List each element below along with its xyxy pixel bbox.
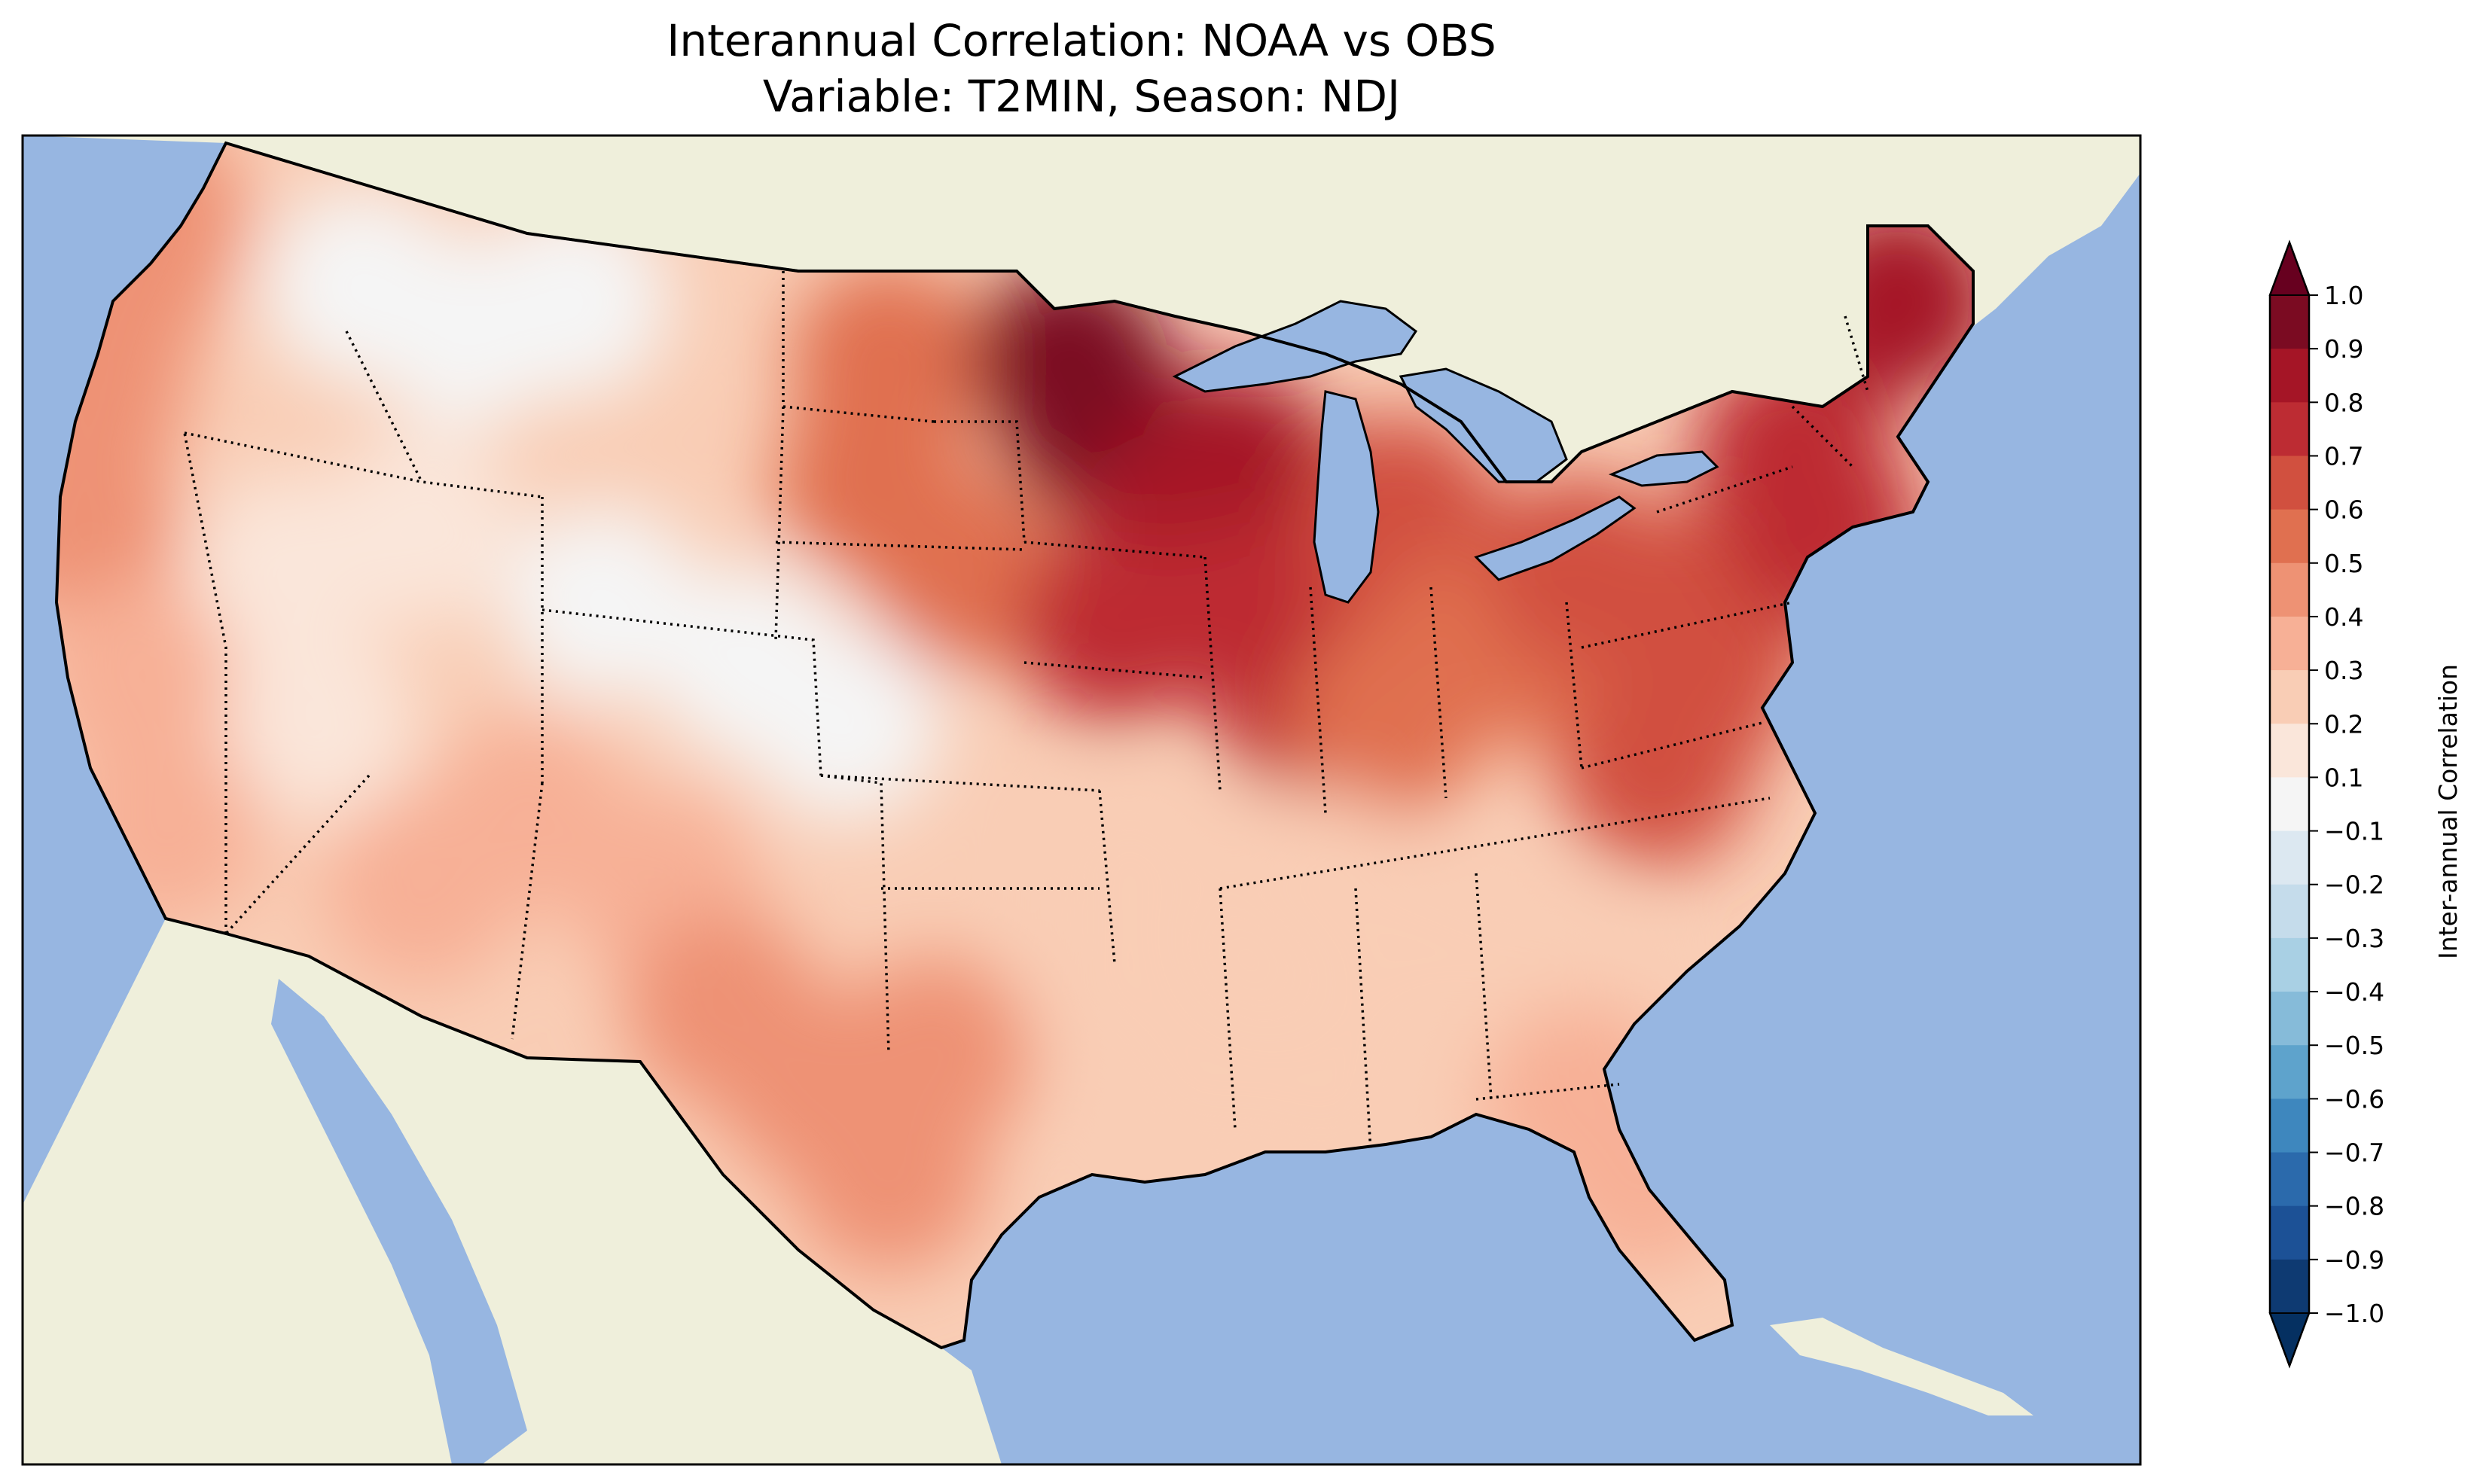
colorbar-swatch-11 <box>2270 884 2309 939</box>
state-border-29 <box>1791 405 1854 468</box>
colorbar-tick-label-7: 0.3 <box>2324 656 2363 685</box>
colorbar-extend-top <box>2268 240 2311 296</box>
colorbar-swatch-8 <box>2270 724 2309 778</box>
colorbar-swatch-18 <box>2270 1259 2309 1314</box>
colorbar-swatch-12 <box>2270 937 2309 992</box>
mexico-land <box>23 919 1002 1464</box>
state-border-14 <box>820 774 1100 792</box>
field-cell-colorado-utah-0 <box>505 504 700 700</box>
field-cell-northern-plains-2 <box>866 474 1062 670</box>
field-cell-texas-1 <box>625 911 821 1107</box>
state-border-26 <box>1581 601 1793 649</box>
colorbar-swatch-15 <box>2270 1099 2309 1153</box>
state-border-1 <box>183 432 227 934</box>
title-line-1: Interannual Correlation: NOAA vs OBS <box>667 15 1496 66</box>
colorbar-tick-label-16: −0.7 <box>2324 1138 2384 1168</box>
colorbar-swatch-5 <box>2270 562 2309 617</box>
colorbar-tick-label-11: −0.2 <box>2324 870 2384 900</box>
state-border-5 <box>541 608 822 776</box>
colorbar-tick-label-15: −0.6 <box>2324 1084 2384 1114</box>
us-coastline <box>54 141 1975 1350</box>
map-panel <box>23 136 2140 1464</box>
colorbar-swatch-6 <box>2270 616 2309 671</box>
colorbar-tick-label-18: −0.9 <box>2324 1245 2384 1275</box>
field-cell-southeast-3 <box>1032 776 1228 971</box>
state-border-3 <box>345 331 423 483</box>
colorbar-extend-bottom <box>2268 1312 2311 1368</box>
colorbar-label: Inter-annual Correlation <box>2433 664 2463 959</box>
state-border-19 <box>1429 587 1447 799</box>
field-cell-texas-3 <box>836 956 1032 1152</box>
title-line-2: Variable: T2MIN, Season: NDJ <box>763 71 1400 122</box>
colorbar-swatch-10 <box>2270 830 2309 885</box>
state-border-0 <box>224 774 371 935</box>
field-cell-northern-rockies-2 <box>474 203 670 399</box>
colorbar-tick-label-17: −0.8 <box>2324 1192 2384 1221</box>
state-border-7 <box>511 782 544 1040</box>
colorbar-swatch-2 <box>2270 402 2309 456</box>
colorbar-tick-label-8: 0.2 <box>2324 709 2363 739</box>
state-border-13 <box>1023 661 1206 679</box>
field-cell-pacific-northwest-coast-1 <box>56 294 188 489</box>
state-borders <box>183 271 1869 1153</box>
field-cell-colorado-utah-2 <box>746 625 941 821</box>
state-border-17 <box>1203 556 1222 791</box>
field-cell-southeast-2 <box>1228 791 1423 986</box>
colorbar-tick-label-19: −1.0 <box>2324 1299 2384 1328</box>
lake-michigan <box>1313 390 1380 604</box>
colorbar-swatch-14 <box>2270 1045 2309 1099</box>
state-border-15 <box>1098 790 1116 964</box>
colorbar-tick-label-6: 0.4 <box>2324 602 2363 632</box>
colorbar-tick-label-14: −0.5 <box>2324 1031 2384 1060</box>
colorbar-swatch-13 <box>2270 992 2309 1046</box>
colorbar-tick-label-3: 0.7 <box>2324 441 2363 471</box>
colorbar-tick-label-1: 0.9 <box>2324 334 2363 364</box>
colorbar-swatch-17 <box>2270 1205 2309 1260</box>
canada-land <box>23 136 2140 482</box>
gulf-of-california <box>271 979 527 1464</box>
field-cell-california-0 <box>56 580 233 776</box>
colorbar-tick-label-12: −0.3 <box>2324 924 2384 953</box>
colorbar-tick-label-5: 0.5 <box>2324 549 2363 578</box>
colorbar-tick-label-2: 0.8 <box>2324 388 2363 417</box>
colorbar-tick-label-13: −0.4 <box>2324 977 2384 1007</box>
cuba-land <box>1770 1318 2033 1415</box>
colorbar-swatch-0 <box>2270 295 2309 349</box>
lake-ontario <box>1608 450 1719 487</box>
colorbar-swatch-4 <box>2270 509 2309 564</box>
state-border-10 <box>934 420 1026 543</box>
colorbar-swatch-3 <box>2270 456 2309 510</box>
field-cell-mid-atlantic-2 <box>1484 474 1679 670</box>
state-border-9 <box>774 406 785 641</box>
field-cell-gulf-coast-1 <box>1228 986 1423 1182</box>
lake-erie <box>1474 495 1637 581</box>
map-frame <box>21 134 2142 1466</box>
colorbar-swatch-7 <box>2270 670 2309 724</box>
field-cell-ohio-valley-2 <box>1288 625 1484 821</box>
field-cell-great-basin-1 <box>324 429 520 625</box>
field-cell-pacific-northwest-coast-2 <box>56 429 181 625</box>
colorbar-swatch-16 <box>2270 1152 2309 1207</box>
state-border-21 <box>1219 797 1771 890</box>
state-border-11 <box>775 541 1025 551</box>
field-cell-mid-atlantic-1 <box>1559 670 1755 866</box>
colorbar-tick-label-4: 0.6 <box>2324 495 2363 525</box>
colorbar-tick-label-0: 1.0 <box>2324 281 2363 310</box>
state-border-20 <box>1565 602 1583 769</box>
us-canada-border <box>225 142 1176 318</box>
field-cell-great-basin-2 <box>218 625 414 821</box>
colorbar-swatch-9 <box>2270 777 2309 832</box>
state-border-12 <box>1023 541 1206 559</box>
colorbar-swatch-1 <box>2270 349 2309 403</box>
colorbar-tick-label-10: −0.1 <box>2324 817 2384 846</box>
colorbar: 1.0 0.9 0.8 0.7 0.6 0.5 0.4 0.3 0.2 0.1 −0.1 −0.2 −0… <box>2268 239 2384 1369</box>
colorbar-tick-label-9: 0.1 <box>2324 763 2363 792</box>
